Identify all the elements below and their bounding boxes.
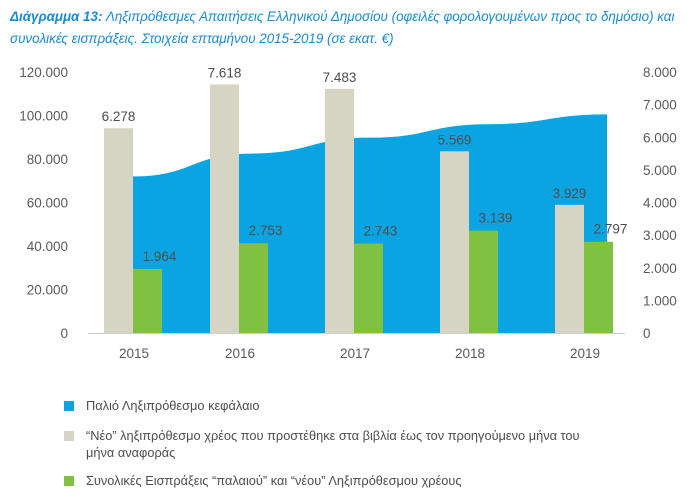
right-axis-tick-label: 7.000 [643, 98, 677, 113]
data-label-collections: 2.797 [594, 222, 628, 237]
data-label-new-debt: 3.929 [553, 186, 587, 201]
left-axis-tick-label: 120.000 [19, 65, 68, 80]
bar-new-debt [104, 128, 133, 333]
x-axis-tick-label: 2019 [570, 346, 600, 361]
data-label-new-debt: 7.483 [323, 70, 357, 85]
bar-new-debt [555, 204, 584, 333]
bar-collections [133, 268, 162, 333]
bar-new-debt [440, 151, 469, 333]
data-label-collections: 2.743 [364, 224, 398, 239]
x-axis-tick-label: 2016 [225, 346, 255, 361]
right-axis-tick-label: 8.000 [643, 65, 677, 80]
data-label-collections: 1.964 [143, 249, 177, 264]
data-label-new-debt: 6.278 [102, 109, 136, 124]
x-axis-tick-label: 2017 [340, 346, 370, 361]
right-axis-tick-label: 3.000 [643, 228, 677, 243]
right-axis-tick-label: 5.000 [643, 163, 677, 178]
x-axis-tick-label: 2015 [119, 346, 149, 361]
bar-collections [354, 243, 383, 333]
left-axis-tick-label: 40.000 [27, 239, 68, 254]
chart-title: Διάγραμμα 13: Ληξιπρόθεσμες Απαιτήσεις Ε… [10, 6, 678, 50]
x-axis-tick-label: 2018 [455, 346, 485, 361]
right-axis-tick-label: 4.000 [643, 196, 677, 211]
bar-collections [239, 243, 268, 333]
left-axis-tick-label: 100.000 [19, 109, 68, 124]
data-label-collections: 3.139 [479, 211, 513, 226]
left-axis-tick-label: 80.000 [27, 152, 68, 167]
left-axis-tick-label: 60.000 [27, 196, 68, 211]
bar-new-debt [210, 84, 239, 333]
bar-collections [469, 230, 498, 333]
right-axis-tick-label: 1.000 [643, 293, 677, 308]
bar-collections [584, 241, 613, 333]
bar-new-debt [325, 88, 354, 333]
data-label-new-debt: 5.569 [438, 132, 472, 147]
chart-title-text: Ληξιπρόθεσμες Απαιτήσεις Ελληνικού Δημοσ… [10, 9, 675, 46]
data-label-collections: 2.753 [249, 223, 283, 238]
right-axis-tick-label: 6.000 [643, 130, 677, 145]
left-axis-tick-label: 0 [60, 326, 68, 341]
chart-title-prefix: Διάγραμμα 13: [10, 9, 103, 24]
data-label-new-debt: 7.618 [208, 65, 242, 80]
left-axis-tick-label: 20.000 [27, 283, 68, 298]
right-axis-tick-label: 0 [643, 326, 651, 341]
right-axis-tick-label: 2.000 [643, 261, 677, 276]
